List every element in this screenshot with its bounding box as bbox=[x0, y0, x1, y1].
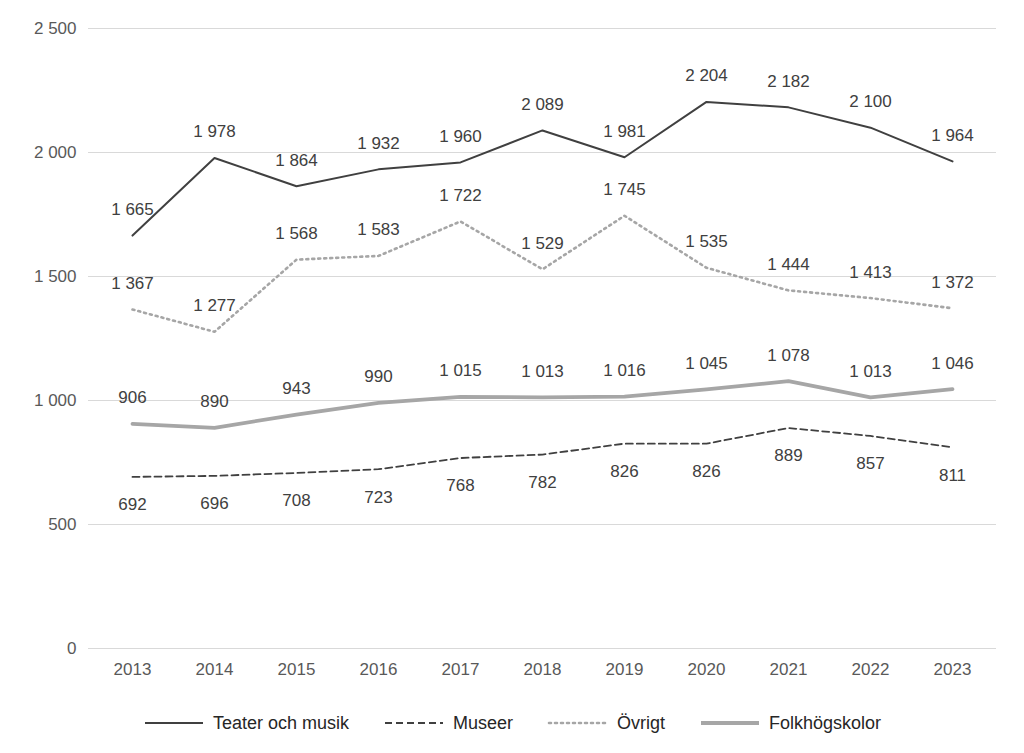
svg-text:696: 696 bbox=[200, 494, 228, 513]
svg-text:2018: 2018 bbox=[524, 660, 562, 679]
svg-text:0: 0 bbox=[67, 639, 76, 658]
svg-text:2 089: 2 089 bbox=[521, 95, 564, 114]
svg-text:1 500: 1 500 bbox=[34, 267, 77, 286]
svg-text:2021: 2021 bbox=[770, 660, 808, 679]
svg-text:1 013: 1 013 bbox=[521, 362, 564, 381]
svg-text:1 932: 1 932 bbox=[357, 134, 400, 153]
svg-text:782: 782 bbox=[528, 473, 556, 492]
svg-text:2 100: 2 100 bbox=[849, 92, 892, 111]
svg-text:2019: 2019 bbox=[606, 660, 644, 679]
svg-text:768: 768 bbox=[446, 476, 474, 495]
svg-text:2015: 2015 bbox=[278, 660, 316, 679]
svg-text:1 015: 1 015 bbox=[439, 361, 482, 380]
svg-text:1 978: 1 978 bbox=[193, 122, 236, 141]
svg-text:990: 990 bbox=[364, 367, 392, 386]
svg-text:890: 890 bbox=[200, 392, 228, 411]
html-text:Teater och musik: Teater och musik bbox=[212, 712, 349, 733]
svg-text:723: 723 bbox=[364, 488, 392, 507]
svg-text:2017: 2017 bbox=[442, 660, 480, 679]
svg-text:2 000: 2 000 bbox=[34, 143, 77, 162]
svg-text:1 413: 1 413 bbox=[849, 263, 892, 282]
svg-text:1 078: 1 078 bbox=[767, 346, 810, 365]
svg-text:2013: 2013 bbox=[114, 660, 152, 679]
svg-text:1 444: 1 444 bbox=[767, 255, 810, 274]
svg-text:889: 889 bbox=[774, 446, 802, 465]
svg-text:1 568: 1 568 bbox=[275, 224, 318, 243]
svg-text:2 182: 2 182 bbox=[767, 72, 810, 91]
svg-text:1 046: 1 046 bbox=[931, 354, 974, 373]
svg-text:2020: 2020 bbox=[688, 660, 726, 679]
svg-text:906: 906 bbox=[118, 388, 146, 407]
svg-text:2 500: 2 500 bbox=[34, 19, 77, 38]
svg-text:811: 811 bbox=[939, 466, 966, 485]
svg-text:2022: 2022 bbox=[852, 660, 890, 679]
svg-text:826: 826 bbox=[692, 462, 720, 481]
svg-text:1 745: 1 745 bbox=[603, 180, 646, 199]
svg-text:708: 708 bbox=[282, 491, 310, 510]
svg-text:1 372: 1 372 bbox=[931, 273, 974, 292]
svg-text:1 000: 1 000 bbox=[34, 391, 77, 410]
svg-text:857: 857 bbox=[856, 454, 884, 473]
svg-text:2 204: 2 204 bbox=[685, 66, 728, 85]
svg-text:943: 943 bbox=[282, 379, 310, 398]
svg-text:1 013: 1 013 bbox=[849, 362, 892, 381]
html-text:Folkhögskolor: Folkhögskolor bbox=[769, 712, 882, 733]
svg-text:826: 826 bbox=[610, 462, 638, 481]
svg-text:1 535: 1 535 bbox=[685, 232, 728, 251]
svg-text:2016: 2016 bbox=[360, 660, 398, 679]
svg-text:1 864: 1 864 bbox=[275, 151, 318, 170]
svg-text:1 960: 1 960 bbox=[439, 127, 482, 146]
svg-text:1 665: 1 665 bbox=[111, 200, 154, 219]
html-text:Museer: Museer bbox=[453, 712, 513, 733]
svg-text:1 583: 1 583 bbox=[357, 220, 400, 239]
svg-text:1 045: 1 045 bbox=[685, 354, 728, 373]
svg-text:1 981: 1 981 bbox=[603, 122, 646, 141]
svg-text:500: 500 bbox=[48, 515, 76, 534]
svg-text:2023: 2023 bbox=[934, 660, 972, 679]
svg-text:1 964: 1 964 bbox=[931, 126, 974, 145]
html-text:Övrigt: Övrigt bbox=[617, 712, 665, 733]
svg-text:1 722: 1 722 bbox=[439, 186, 482, 205]
svg-text:1 277: 1 277 bbox=[193, 296, 236, 315]
svg-text:1 367: 1 367 bbox=[111, 274, 154, 293]
svg-text:1 016: 1 016 bbox=[603, 361, 646, 380]
svg-text:2014: 2014 bbox=[196, 660, 234, 679]
svg-text:692: 692 bbox=[118, 495, 146, 514]
svg-text:1 529: 1 529 bbox=[521, 234, 564, 253]
